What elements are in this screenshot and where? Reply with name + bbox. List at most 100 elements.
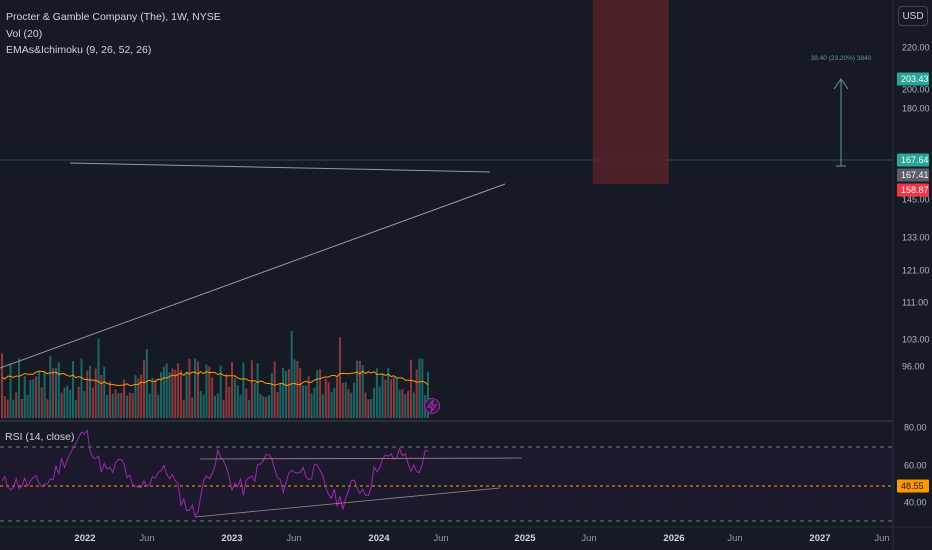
price-label-text: 167.41: [901, 170, 929, 180]
volume-bar: [143, 359, 145, 418]
volume-bar: [299, 368, 302, 418]
volume-bar: [321, 394, 324, 418]
volume-bar: [216, 393, 219, 418]
rsi-value-text: 48.55: [901, 481, 924, 491]
volume-bar: [333, 387, 336, 418]
volume-bar: [111, 393, 114, 418]
price-label-box: [897, 183, 929, 197]
price-tick-label: 103.00: [902, 335, 930, 345]
volume-bar: [341, 383, 344, 418]
rsi-panel: [1, 429, 523, 518]
volume-bar: [330, 392, 333, 418]
volume-bar: [123, 379, 126, 418]
volume-indicator-label[interactable]: Vol (20): [6, 28, 43, 40]
price-label-text: 167.64: [901, 155, 929, 165]
ema-indicator-label[interactable]: EMAs&Ichimoku (9, 26, 52, 26): [6, 44, 152, 56]
price-label-text: 158.87: [901, 185, 929, 195]
lightning-icon[interactable]: [424, 398, 440, 414]
volume-bar: [270, 373, 273, 418]
time-tick-label: 2026: [663, 533, 684, 544]
rsi-tick-label: 60.00: [904, 461, 927, 471]
rsi-indicator-label[interactable]: RSI (14, close): [5, 431, 75, 443]
volume-bar: [290, 330, 293, 418]
volume-bar: [276, 392, 279, 418]
currency-button[interactable]: USD: [898, 6, 928, 26]
time-tick-label: Jun: [139, 533, 154, 544]
volume-bar: [108, 381, 111, 418]
volume-bar: [185, 373, 188, 418]
volume-bar: [3, 396, 6, 418]
volume-bar: [256, 363, 259, 418]
volume-bar: [140, 374, 143, 418]
time-tick-label: Jun: [581, 533, 596, 544]
volume-bar: [228, 386, 231, 418]
volume-bar: [199, 391, 202, 418]
price-tick-label: 133.00: [902, 233, 930, 243]
volume-bar: [46, 399, 49, 418]
volume-bar: [191, 397, 194, 418]
volume-bar: [279, 382, 282, 418]
price-label-text: 203.43: [901, 74, 929, 84]
volume-bar: [236, 385, 239, 418]
volume-bar: [148, 393, 151, 418]
volume-bar: [421, 358, 424, 418]
volume-bar: [350, 392, 353, 418]
volume-bar: [89, 365, 92, 418]
price-tick-label: 96.00: [902, 362, 925, 372]
volume-bar: [253, 383, 256, 418]
volume-bar: [265, 397, 268, 418]
volume-bar: [157, 394, 160, 418]
symbol-title[interactable]: Procter & Gamble Company (The), 1W, NYSE: [6, 11, 221, 23]
volume-bar: [370, 398, 373, 418]
volume-bar: [9, 363, 12, 418]
volume-bar: [12, 399, 15, 418]
volume-bar: [233, 378, 236, 418]
volume-bar: [174, 369, 177, 418]
volume-bar: [239, 394, 242, 418]
volume-bar: [404, 394, 407, 418]
target-projection: 38.40 (23.20%) 3840: [593, 0, 872, 184]
volume-bar: [319, 369, 322, 418]
volume-bar: [219, 365, 222, 418]
volume-bar: [307, 376, 310, 418]
volume-bar: [49, 356, 52, 418]
price-tick-label: 111.00: [902, 298, 928, 308]
volume-average-line: [1, 370, 429, 387]
volume-bar: [262, 396, 265, 418]
volume-bar: [137, 378, 140, 418]
support-trendline: [0, 183, 506, 369]
volume-bar: [353, 382, 356, 418]
volume-bar: [202, 394, 205, 418]
volume-bar: [378, 386, 381, 418]
volume-bar: [395, 377, 398, 418]
volume-bar: [177, 363, 180, 418]
volume-bar: [367, 399, 370, 418]
volume-bar: [15, 392, 18, 418]
volume-bar: [103, 366, 106, 418]
volume-bar: [248, 399, 251, 418]
volume-bar: [302, 385, 305, 418]
volume-bar: [35, 376, 38, 418]
volume-bar: [293, 359, 296, 418]
price-tick-label: 200.00: [902, 85, 930, 95]
volume-bar: [1, 353, 3, 418]
volume-bar: [162, 366, 165, 418]
volume-bar: [390, 379, 393, 418]
volume-bar: [313, 387, 316, 418]
rsi-line: [1, 429, 429, 517]
volume-bar: [91, 387, 94, 418]
volume-bar: [211, 377, 214, 418]
volume-bar: [205, 364, 208, 418]
volume-bar: [145, 348, 148, 418]
volume-bar: [310, 393, 313, 418]
projection-arrow-head: [833, 78, 849, 90]
rsi-tick-label: 40.00: [904, 498, 927, 508]
volume-bar: [43, 372, 46, 418]
volume-bar: [160, 372, 163, 418]
time-tick-label: 2023: [221, 533, 242, 544]
rsi-value-box: [897, 479, 929, 493]
volume-bar: [151, 377, 154, 418]
volume-bar: [407, 391, 410, 418]
volume-bar: [347, 389, 350, 418]
